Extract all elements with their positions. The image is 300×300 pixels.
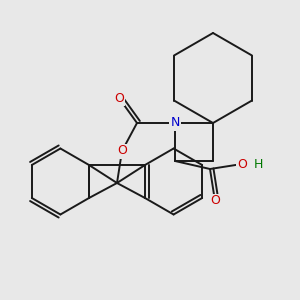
Text: N: N [170, 116, 180, 130]
Text: O: O [114, 92, 124, 104]
Text: O: O [117, 145, 127, 158]
Text: H: H [253, 158, 263, 170]
Text: O: O [237, 158, 247, 170]
Text: O: O [210, 194, 220, 208]
